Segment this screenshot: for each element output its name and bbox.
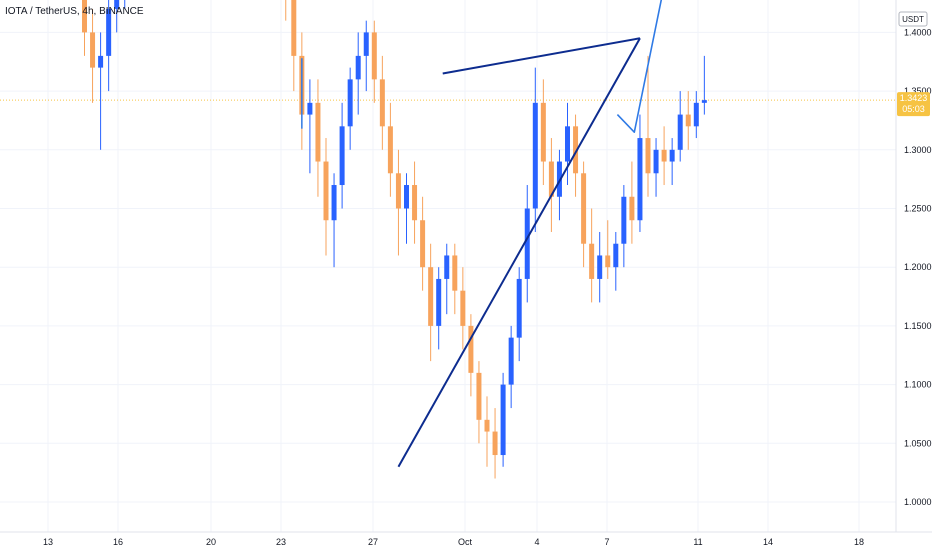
time-tick-label: Oct (458, 537, 473, 547)
price-tick-label: 1.2500 (904, 204, 932, 214)
time-tick-label: 7 (604, 537, 609, 547)
candle-down (428, 267, 434, 326)
candle-up (347, 79, 353, 127)
candle-up (355, 55, 361, 80)
candle-up (106, 8, 112, 56)
symbol-title: IOTA / TetherUS, 4h, BINANCE (5, 6, 144, 17)
candle-up (363, 32, 369, 56)
candle-down (581, 173, 587, 244)
current-price-countdown: 05:03 (902, 104, 925, 114)
candles (82, 0, 707, 479)
candle-up (565, 126, 570, 162)
price-axis-labels: 1.0000 1.0500 1.1000 1.1500 1.2000 1.2500 1.30… (904, 27, 932, 507)
current-price-value: 1.3423 (900, 93, 928, 103)
candle-down (629, 196, 635, 221)
time-axis-labels: 13 16 20 23 27 Oct 4 7 11 14 18 (43, 537, 864, 547)
candle-down (468, 325, 474, 373)
candle-down (452, 255, 458, 291)
time-tick-label: 13 (43, 537, 53, 547)
price-tick-label: 1.1500 (904, 321, 932, 331)
price-tick-label: 1.4000 (904, 27, 932, 37)
price-tick-label: 1.3000 (904, 145, 932, 155)
candle-up (693, 102, 699, 127)
candle-down (540, 102, 546, 162)
current-price-label: 1.3423 05:03 (897, 92, 930, 117)
time-tick-label: 27 (368, 537, 378, 547)
candle-up (331, 185, 337, 221)
candle-up (339, 126, 345, 186)
price-tick-label: 1.1000 (904, 380, 932, 390)
candle-up (98, 55, 104, 68)
candle-up (524, 208, 530, 279)
drawings (301, 0, 676, 468)
projection-path[interactable] (616, 0, 676, 133)
candle-up (436, 278, 442, 326)
candle-up (669, 149, 675, 162)
price-tick-label: 1.0500 (904, 438, 932, 448)
candle-up (621, 196, 627, 244)
candle-down (323, 161, 329, 221)
time-tick-label: 20 (206, 537, 216, 547)
candle-down (371, 32, 377, 80)
candle-down (412, 185, 418, 221)
candle-up (637, 138, 643, 221)
price-tick-label: 1.3500 (904, 86, 932, 96)
candle-up (404, 185, 409, 209)
candle-down (387, 126, 393, 174)
candle-up (701, 100, 707, 103)
time-tick-label: 11 (693, 537, 702, 547)
unit-badge-box (898, 11, 928, 27)
trendline-lower[interactable] (397, 37, 641, 468)
candle-up (307, 102, 313, 115)
candle-down (645, 138, 651, 174)
candle-down (685, 114, 691, 127)
candle-down (379, 79, 385, 127)
unit-badge[interactable]: USDT (898, 11, 928, 27)
candle-down (492, 431, 498, 456)
candle-up (508, 337, 514, 385)
candle-up (597, 255, 603, 279)
candle-down (484, 419, 490, 432)
price-tick-label: 1.0000 (904, 497, 932, 507)
time-tick-label: 4 (534, 537, 539, 547)
time-tick-label: 18 (854, 537, 864, 547)
candle-down (395, 173, 401, 209)
candle-down (573, 126, 579, 174)
candle-down (476, 372, 482, 420)
trendline-upper[interactable] (442, 37, 641, 75)
candle-down (420, 220, 426, 268)
candle-down (90, 32, 96, 68)
current-price-box (897, 92, 930, 117)
time-tick-label: 23 (276, 537, 286, 547)
candle-down (315, 102, 321, 162)
candle-up (500, 384, 506, 456)
unit-badge-label: USDT (902, 15, 924, 24)
candle-down (661, 149, 667, 162)
time-tick-label: 16 (113, 537, 123, 547)
candle-up (677, 114, 683, 150)
candle-up (516, 278, 522, 338)
candle-up (532, 102, 538, 209)
candle-down (605, 255, 611, 268)
price-tick-label: 1.2000 (904, 262, 932, 272)
candle-down (291, 0, 297, 56)
candle-down (548, 161, 554, 197)
candle-up (613, 243, 619, 268)
candle-up (444, 255, 450, 279)
candle-down (82, 0, 87, 33)
candle-up (114, 0, 120, 9)
candle-down (589, 243, 595, 279)
candle-up (653, 149, 659, 174)
candle-down (460, 290, 466, 326)
time-tick-label: 14 (763, 537, 773, 547)
